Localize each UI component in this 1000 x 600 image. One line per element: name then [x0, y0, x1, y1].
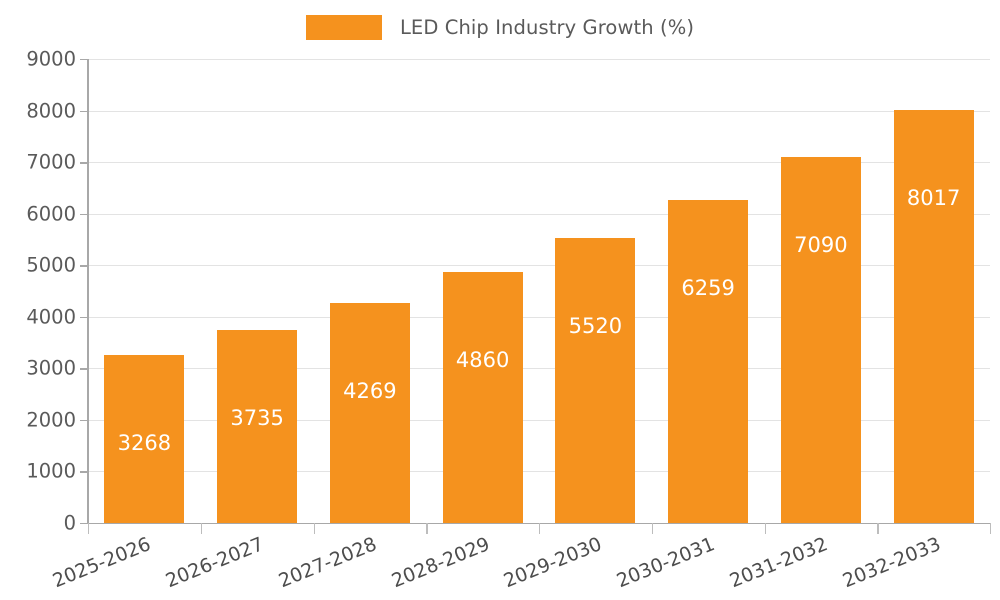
bar[interactable] [555, 238, 636, 523]
bar-value-label: 8017 [906, 185, 961, 210]
bar-value-label: 4269 [343, 378, 397, 403]
gridline [88, 110, 990, 112]
bar[interactable] [780, 157, 861, 523]
bar-value-label: 5520 [568, 314, 623, 339]
x-axis-tick-mark [426, 523, 428, 534]
x-axis-category-label: 2029-2030 [500, 533, 606, 593]
y-axis-tick-label: 9000 [26, 47, 76, 71]
y-axis-tick-mark [80, 419, 88, 422]
y-axis-tick-mark [80, 471, 88, 473]
y-axis-tick-mark [80, 368, 88, 370]
bar-value-label: 6259 [681, 276, 735, 301]
legend-label: LED Chip Industry Growth (%) [399, 15, 695, 39]
y-axis-tick-label: 3000 [26, 356, 76, 380]
gridline [88, 419, 990, 421]
x-axis-category-label: 2031-2032 [726, 533, 831, 593]
x-axis-category-label: 2030-2031 [613, 533, 718, 593]
y-axis-tick-mark [80, 316, 88, 319]
gridline [88, 471, 990, 473]
bar[interactable] [104, 354, 185, 523]
y-axis-tick-mark [80, 59, 88, 61]
bar-value-label: 4860 [455, 348, 510, 373]
y-axis-tick-mark [80, 265, 88, 267]
y-axis-tick-label: 5000 [26, 253, 76, 277]
y-axis-tick-label: 6000 [26, 201, 76, 225]
y-axis-tick-labels: 0 1000 2000 3000 4000 5000 6000 7000 8000 9000 [0, 0, 76, 600]
legend-color-swatch [305, 14, 382, 40]
y-axis-tick-label: 1000 [26, 459, 76, 483]
x-axis-category-label: 2027-2028 [275, 533, 380, 593]
gridline [88, 368, 990, 370]
y-axis-tick-mark [80, 213, 88, 216]
x-axis-tick-mark [651, 523, 654, 534]
y-axis-tick-mark [80, 523, 88, 525]
y-axis-tick-mark [80, 110, 88, 112]
x-axis-tick-mark [539, 523, 541, 534]
bar[interactable] [893, 109, 974, 523]
bar-value-label: 3268 [117, 430, 172, 455]
bar[interactable] [668, 200, 749, 523]
gridline [88, 162, 990, 164]
y-axis-tick-mark [80, 162, 88, 164]
x-axis-tick-mark [313, 523, 315, 534]
x-axis-tick-mark [764, 523, 766, 534]
y-axis-line [87, 59, 89, 524]
x-axis-tick-mark [88, 523, 90, 534]
y-axis-tick-label: 7000 [26, 150, 76, 174]
bar[interactable] [442, 272, 523, 523]
x-axis-tick-mark [200, 523, 203, 534]
x-axis-tick-mark [990, 523, 992, 534]
gridline [88, 316, 990, 318]
bar-value-label: 3735 [230, 406, 284, 431]
y-axis-tick-label: 0 [63, 511, 76, 535]
gridline [88, 59, 990, 60]
gridline [88, 265, 990, 267]
x-axis-category-label: 2026-2027 [162, 533, 267, 593]
x-axis-category-label: 2032-2033 [839, 533, 944, 593]
y-axis-tick-label: 2000 [26, 408, 76, 432]
x-axis-category-label: 2028-2029 [388, 533, 493, 593]
bar-value-label: 7090 [794, 233, 848, 258]
chart-legend: LED Chip Industry Growth (%) [0, 10, 1000, 44]
bar[interactable] [329, 302, 410, 523]
x-axis-tick-mark [877, 523, 879, 534]
gridline [88, 213, 990, 215]
y-axis-tick-label: 4000 [26, 305, 76, 329]
plot-area [88, 59, 990, 524]
bar[interactable] [217, 330, 298, 523]
y-axis-tick-label: 8000 [26, 98, 76, 122]
